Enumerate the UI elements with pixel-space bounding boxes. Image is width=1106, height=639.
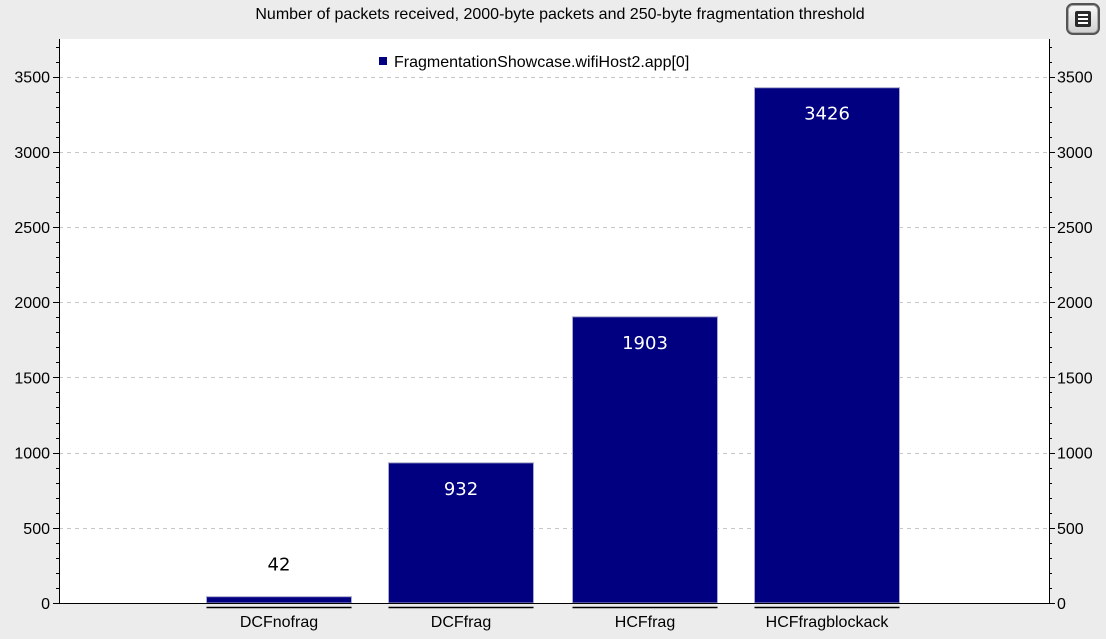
y-tick-label-right: 3000 bbox=[1057, 145, 1093, 162]
legend-list-icon bbox=[1075, 11, 1091, 27]
y-tick-label-left: 3500 bbox=[14, 70, 50, 87]
x-category-label: HCFfragblockack bbox=[766, 614, 890, 631]
y-tick-label-left: 1500 bbox=[14, 370, 50, 387]
legend: FragmentationShowcase.wifiHost2.app[0] bbox=[379, 54, 689, 71]
y-tick-label-left: 500 bbox=[23, 521, 50, 538]
bar bbox=[572, 316, 718, 604]
bar-value-label: 1903 bbox=[622, 333, 668, 354]
y-tick-label-left: 2000 bbox=[14, 295, 50, 312]
y-tick-label-right: 1000 bbox=[1057, 446, 1093, 463]
y-tick-label-left: 2500 bbox=[14, 220, 50, 237]
x-category-label: DCFnofrag bbox=[240, 614, 318, 631]
legend-toggle-button[interactable] bbox=[1066, 3, 1100, 35]
y-tick-label-right: 0 bbox=[1057, 596, 1066, 613]
bar bbox=[206, 596, 352, 604]
x-category-label: HCFfrag bbox=[615, 614, 675, 631]
plot-area bbox=[59, 39, 1049, 603]
y-tick-label-left: 3000 bbox=[14, 145, 50, 162]
axes: 0 0 500 500 1000 1000 1500 1500 2000 2000 2500 2500… bbox=[14, 39, 1093, 631]
bar-value-label: 932 bbox=[444, 479, 478, 500]
y-tick-label-left: 0 bbox=[41, 596, 50, 613]
x-category-label: DCFfrag bbox=[431, 614, 491, 631]
y-tick-label-right: 500 bbox=[1057, 521, 1084, 538]
chart-title: Number of packets received, 2000-byte pa… bbox=[255, 6, 865, 23]
bar-value-label: 3426 bbox=[804, 104, 850, 125]
bar bbox=[388, 462, 534, 604]
bar bbox=[754, 87, 900, 604]
y-tick-label-right: 1500 bbox=[1057, 370, 1093, 387]
bars: 42 932 1903 3426 bbox=[206, 87, 900, 609]
y-tick-label-left: 1000 bbox=[14, 446, 50, 463]
y-tick-label-right: 3500 bbox=[1057, 70, 1093, 87]
bar-value-label: 42 bbox=[268, 555, 291, 576]
y-tick-label-right: 2500 bbox=[1057, 220, 1093, 237]
legend-swatch bbox=[379, 57, 387, 65]
legend-label: FragmentationShowcase.wifiHost2.app[0] bbox=[394, 54, 689, 71]
y-tick-label-right: 2000 bbox=[1057, 295, 1093, 312]
